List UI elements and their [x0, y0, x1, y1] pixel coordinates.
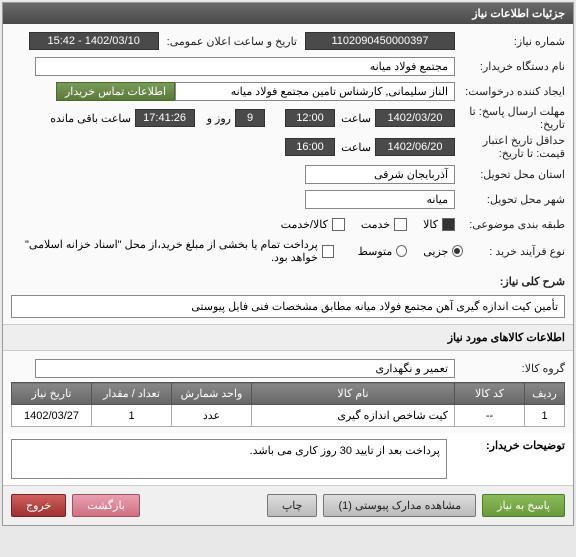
goods-label: کالا [423, 218, 438, 231]
deadline-date: 1402/03/20 [375, 109, 455, 127]
panel-title: جزئیات اطلاعات نیاز [472, 8, 565, 20]
buyer-note-label: توضیحات خریدار: [455, 439, 565, 479]
partial-radio[interactable] [452, 245, 463, 257]
items-body: گروه کالا: تعمیر و نگهداری ردیف کد کالا … [3, 351, 573, 433]
col-date: تاریخ نیاز [12, 383, 92, 405]
deadline-time: 12:00 [285, 109, 335, 127]
subject-class-label: طبقه بندی موضوعی: [455, 218, 565, 231]
cell-date: 1402/03/27 [12, 405, 92, 427]
province-label: استان محل تحویل: [455, 168, 565, 181]
province-value: آذربایجان شرقی [305, 165, 455, 184]
cell-unit: عدد [172, 405, 252, 427]
announce-value: 1402/03/10 - 15:42 [29, 32, 159, 50]
validity-date: 1402/06/20 [375, 138, 455, 156]
group-value: تعمیر و نگهداری [35, 359, 455, 378]
buyer-note-section: توضیحات خریدار: پرداخت بعد از تایید 30 ر… [3, 433, 573, 485]
medium-radio[interactable] [396, 245, 407, 257]
time-label-2: ساعت [335, 141, 375, 154]
panel-header: جزئیات اطلاعات نیاز [3, 3, 573, 24]
validity-label: حداقل تاریخ اعتبار قیمت: تا تاریخ: [455, 134, 565, 160]
items-table: ردیف کد کالا نام کالا واحد شمارش تعداد /… [11, 382, 565, 427]
print-button[interactable]: چاپ [267, 494, 318, 517]
days-label: روز و [195, 112, 235, 125]
days-remaining: 9 [235, 109, 265, 127]
service-label: خدمت [361, 218, 390, 231]
items-section-title: اطلاعات کالاهای مورد نیاز [3, 324, 573, 351]
buyer-org-value: مجتمع فولاد میانه [35, 57, 455, 76]
remain-time: 17:41:26 [135, 109, 195, 127]
requester-value: الناز سلیمانی, کارشناس تامین مجتمع فولاد… [175, 82, 455, 101]
buyer-org-label: نام دستگاه خریدار: [455, 60, 565, 73]
goods-service-checkbox[interactable] [332, 218, 345, 231]
col-name: نام کالا [252, 383, 455, 405]
validity-time: 16:00 [285, 138, 335, 156]
cell-qty: 1 [92, 405, 172, 427]
need-details-panel: جزئیات اطلاعات نیاز شماره نیاز: 11020904… [2, 2, 574, 526]
cell-name: کیت شاخص اندازه گیری [252, 405, 455, 427]
remain-label: ساعت باقی مانده [46, 112, 135, 125]
goods-checkbox[interactable] [442, 218, 455, 231]
cell-code: -- [455, 405, 525, 427]
table-row[interactable]: 1 -- کیت شاخص اندازه گیری عدد 1 1402/03/… [12, 405, 565, 427]
cell-row: 1 [525, 405, 565, 427]
contact-info-button[interactable]: اطلاعات تماس خریدار [56, 82, 175, 101]
table-header-row: ردیف کد کالا نام کالا واحد شمارش تعداد /… [12, 383, 565, 405]
col-qty: تعداد / مقدار [92, 383, 172, 405]
time-label-1: ساعت [335, 112, 375, 125]
payment-checkbox[interactable] [322, 245, 334, 258]
exit-button[interactable]: خروج [11, 494, 66, 517]
attachments-button[interactable]: مشاهده مدارک پیوستی (1) [323, 494, 476, 517]
reply-button[interactable]: پاسخ به نیاز [482, 494, 565, 517]
payment-note: پرداخت تمام یا بخشی از مبلغ خرید،از محل … [11, 238, 318, 264]
service-checkbox[interactable] [394, 218, 407, 231]
form-body: شماره نیاز: 1102090450000397 تاریخ و ساع… [3, 24, 573, 324]
desc-label: شرح کلی نیاز: [455, 275, 565, 288]
announce-label: تاریخ و ساعت اعلان عمومی: [159, 35, 305, 48]
medium-label: متوسط [358, 245, 393, 258]
requester-label: ایجاد کننده درخواست: [455, 85, 565, 98]
need-no-value: 1102090450000397 [305, 32, 455, 50]
partial-label: جزیی [423, 245, 448, 258]
desc-value: تأمین کیت اندازه گیری آهن مجتمع فولاد می… [11, 295, 565, 318]
footer-buttons: پاسخ به نیاز مشاهده مدارک پیوستی (1) چاپ… [3, 485, 573, 525]
deadline-label: مهلت ارسال پاسخ: تا تاریخ: [455, 105, 565, 131]
city-label: شهر محل تحویل: [455, 193, 565, 206]
process-label: نوع فرآیند خرید : [463, 245, 565, 258]
need-no-label: شماره نیاز: [455, 35, 565, 48]
col-row: ردیف [525, 383, 565, 405]
city-value: میانه [305, 190, 455, 209]
group-label: گروه کالا: [455, 362, 565, 375]
col-unit: واحد شمارش [172, 383, 252, 405]
buyer-note-text: پرداخت بعد از تایید 30 روز کاری می باشد. [11, 439, 447, 479]
back-button[interactable]: بازگشت [72, 494, 140, 517]
col-code: کد کالا [455, 383, 525, 405]
goods-service-label: کالا/خدمت [281, 218, 328, 231]
